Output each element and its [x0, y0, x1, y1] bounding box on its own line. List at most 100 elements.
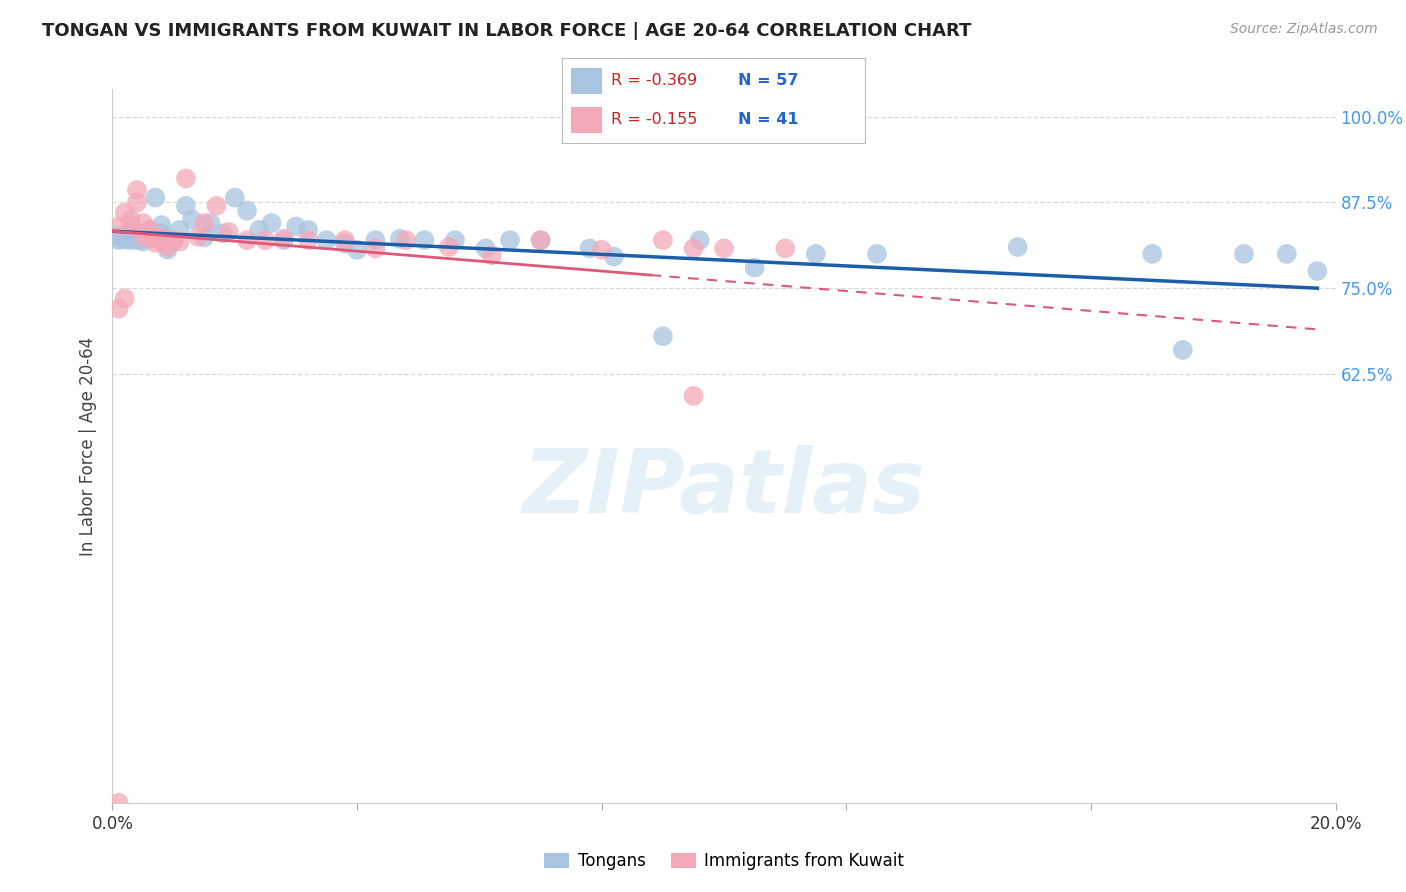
Point — [163, 233, 186, 247]
Point — [174, 199, 197, 213]
Text: TONGAN VS IMMIGRANTS FROM KUWAIT IN LABOR FORCE | AGE 20-64 CORRELATION CHART: TONGAN VS IMMIGRANTS FROM KUWAIT IN LABO… — [42, 22, 972, 40]
Point — [1233, 247, 1256, 261]
Point — [150, 235, 173, 249]
Point — [114, 292, 136, 306]
Point — [138, 223, 160, 237]
Point — [156, 232, 179, 246]
Point — [125, 227, 148, 241]
Point — [143, 230, 166, 244]
Point — [1171, 343, 1194, 357]
Point — [254, 233, 277, 247]
Text: Source: ZipAtlas.com: Source: ZipAtlas.com — [1230, 22, 1378, 37]
Point — [315, 233, 337, 247]
Point — [689, 233, 711, 247]
Point — [107, 233, 129, 247]
Point — [236, 233, 259, 247]
Point — [125, 183, 148, 197]
Point — [132, 229, 155, 244]
Point — [107, 219, 129, 234]
Point — [260, 216, 283, 230]
Point — [156, 240, 179, 254]
Point — [218, 225, 240, 239]
Point — [775, 241, 797, 255]
Point — [125, 195, 148, 210]
Point — [120, 231, 142, 245]
Point — [120, 218, 142, 232]
Point — [481, 248, 503, 262]
Point — [156, 243, 179, 257]
Point — [132, 216, 155, 230]
Point — [150, 230, 173, 244]
Point — [388, 232, 411, 246]
Legend: Tongans, Immigrants from Kuwait: Tongans, Immigrants from Kuwait — [537, 846, 911, 877]
Text: ZIPatlas: ZIPatlas — [523, 445, 925, 533]
Point — [181, 212, 204, 227]
Point — [297, 233, 319, 247]
Point — [132, 235, 155, 249]
Point — [1007, 240, 1029, 254]
Point — [530, 233, 553, 247]
Point — [591, 243, 613, 257]
Point — [1275, 247, 1298, 261]
Point — [273, 233, 295, 247]
Point — [444, 233, 467, 247]
Point — [200, 216, 222, 230]
Point — [297, 223, 319, 237]
Point — [333, 236, 356, 251]
Point — [143, 235, 166, 250]
Point — [193, 230, 215, 244]
Point — [474, 241, 496, 255]
Point — [1142, 247, 1164, 261]
Point — [205, 199, 228, 213]
Point — [713, 241, 735, 255]
Point — [652, 233, 675, 247]
Point — [163, 235, 186, 249]
Point — [224, 191, 246, 205]
Point — [143, 230, 166, 244]
Point — [236, 203, 259, 218]
Point — [395, 233, 418, 247]
Point — [364, 233, 387, 247]
Point — [132, 229, 155, 244]
Point — [107, 796, 129, 810]
Point — [114, 205, 136, 219]
Point — [413, 233, 436, 247]
Point — [120, 212, 142, 227]
Point — [682, 389, 704, 403]
Text: N = 57: N = 57 — [738, 73, 799, 88]
Point — [114, 230, 136, 244]
Point — [150, 227, 173, 241]
Y-axis label: In Labor Force | Age 20-64: In Labor Force | Age 20-64 — [79, 336, 97, 556]
Point — [143, 191, 166, 205]
Point — [211, 227, 233, 241]
Point — [530, 233, 553, 247]
Text: R = -0.369: R = -0.369 — [610, 73, 697, 88]
Point — [138, 223, 160, 237]
Point — [107, 229, 129, 244]
Text: R = -0.155: R = -0.155 — [610, 112, 697, 128]
Point — [114, 232, 136, 246]
Point — [169, 223, 191, 237]
Point — [499, 233, 522, 247]
Point — [138, 231, 160, 245]
Point — [247, 223, 270, 237]
Point — [273, 232, 295, 246]
Point — [603, 250, 626, 264]
Point — [1306, 264, 1329, 278]
Point — [132, 232, 155, 246]
Point — [138, 229, 160, 244]
Point — [120, 233, 142, 247]
Point — [187, 229, 209, 244]
Point — [364, 241, 387, 255]
Point — [284, 219, 308, 234]
Point — [169, 235, 191, 249]
Point — [150, 218, 173, 232]
Point — [804, 247, 827, 261]
Bar — [571, 107, 602, 133]
Point — [744, 260, 766, 275]
Point — [174, 171, 197, 186]
Point — [652, 329, 675, 343]
Point — [578, 241, 600, 255]
Point — [346, 243, 368, 257]
Bar — [571, 68, 602, 94]
